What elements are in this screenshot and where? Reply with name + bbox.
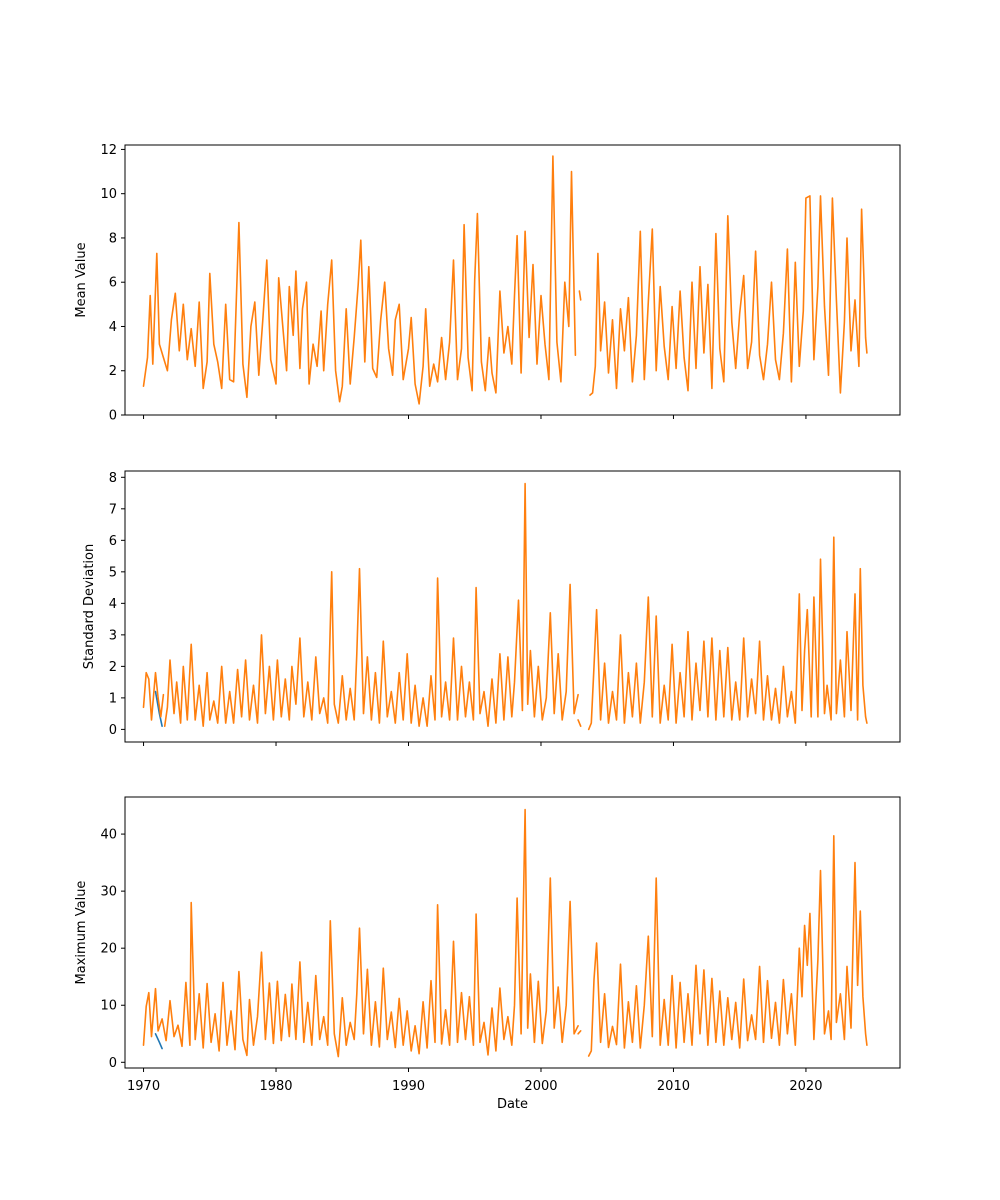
y-tick-label: 40 [100,828,117,843]
x-tick-label: 1980 [259,1079,292,1094]
x-tick-label: 2000 [524,1079,557,1094]
series-line-primary-segment-2 [587,835,868,1057]
y-axis-label: Maximum Value [74,881,89,985]
series-line-secondary-segment-0 [154,690,163,727]
panel-mean-value: 0 2 4 6 8 10 12 Mean Value [74,143,901,424]
y-tick-label: 8 [109,231,117,246]
series-line-primary-segment-0 [142,808,579,1058]
x-tick-label: 2020 [789,1079,822,1094]
y-tick-label: 20 [100,942,117,957]
series-line-primary-segment-2 [589,195,868,396]
y-tick-label: 0 [109,1056,117,1071]
x-axis-label: Date [497,1097,528,1112]
y-tick-label: 0 [109,723,117,738]
panel-maximum-value: 0 10 20 30 40 1970 1980 1990 2000 2010 2020 Maximum… [74,796,901,1112]
y-tick-label: 2 [109,364,117,379]
axes-frame [124,796,901,1069]
y-tick-label: 2 [109,660,117,675]
series-line-primary-segment-0 [142,155,577,405]
y-axis-label: Mean Value [74,242,89,317]
y-tick-label: 7 [109,502,117,517]
series-line-primary-segment-3 [587,536,868,731]
axes-frame [124,470,901,743]
y-tick-label: 4 [109,320,117,335]
y-tick-label: 4 [109,597,117,612]
y-tick-label: 10 [100,187,117,202]
panel-standard-deviation: 0 1 2 3 4 5 6 7 8 Standard Deviation [82,470,901,746]
y-axis-label: Standard Deviation [82,544,97,669]
series-line-primary-segment-1 [578,290,582,301]
series-line-primary-segment-0 [142,671,165,721]
y-tick-label: 12 [100,143,117,158]
y-tick-label: 8 [109,471,117,486]
series-line-secondary-segment-0 [154,1033,163,1050]
series-line-primary-segment-2 [577,719,582,727]
y-tick-label: 30 [100,885,117,900]
x-tick-label: 1970 [127,1079,160,1094]
y-tick-label: 0 [109,409,117,424]
y-tick-label: 3 [109,628,117,643]
y-tick-label: 5 [109,565,117,580]
y-tick-label: 6 [109,534,117,549]
y-tick-label: 10 [100,999,117,1014]
x-tick-label: 1990 [392,1079,425,1094]
y-tick-label: 1 [109,691,117,706]
series-line-primary-segment-1 [163,482,579,727]
y-tick-label: 6 [109,276,117,291]
axes-frame [124,144,901,416]
x-tick-label: 2010 [657,1079,690,1094]
series-line-primary-segment-1 [577,1030,582,1035]
